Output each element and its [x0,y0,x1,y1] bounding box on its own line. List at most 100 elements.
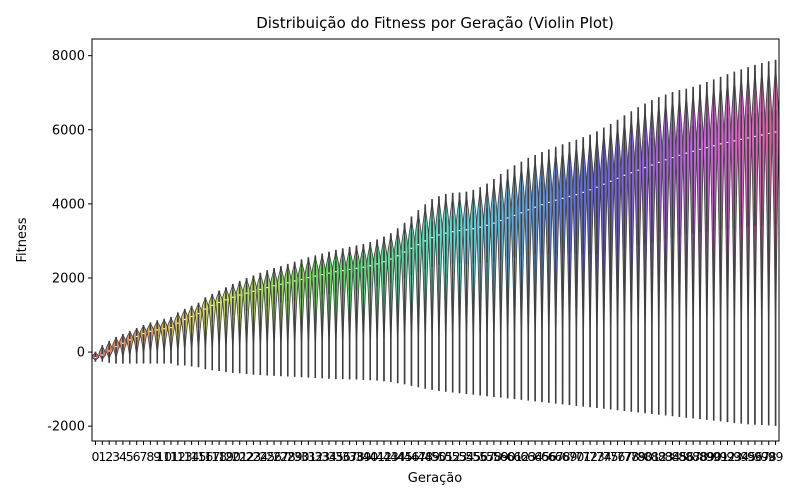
x-tick-label: 88 [692,449,708,464]
violin-iqr-box [445,217,447,264]
violin-iqr-box [135,331,138,344]
x-tick-label: 0 [91,449,99,464]
violin-iqr-box [520,191,523,256]
plot-frame [91,38,780,442]
x-tick-label: 40 [362,449,378,464]
x-tick-label: 21 [232,449,248,464]
violin-iqr-box [472,212,475,264]
x-tick-label: 36 [335,449,351,464]
violin-iqr-box [403,238,406,278]
violin-iqr-box [238,287,241,313]
violin-iqr-box [170,321,172,336]
x-tick-label: 93 [726,449,742,464]
x-tick-label: 81 [644,449,660,464]
x-tick-label: 18 [211,449,227,464]
x-tick-label: 49 [424,449,440,464]
violin-iqr-box [266,278,268,306]
x-tick-label: 16 [197,449,213,464]
x-tick-label: 67 [548,449,564,464]
x-tick-label: 13 [177,449,193,464]
violin-iqr-box [678,129,681,237]
x-tick-label: 11 [163,449,179,464]
violin-iqr-box [383,249,385,285]
violin-iqr-box [204,303,207,325]
violin-iqr-box [582,165,585,255]
x-tick-label: 1 [98,449,106,464]
x-tick-label: 86 [678,449,694,464]
violin-iqr-box [548,178,550,254]
x-tick-label: 44 [390,449,406,464]
violin-iqr-box [589,162,591,255]
violin-iqr-box [712,121,715,231]
x-tick-label: 72 [582,449,598,464]
violin-iqr-box [706,122,708,232]
violin-iqr-box [774,109,777,224]
violin-iqr-box [390,246,392,283]
violin-iqr-box [286,272,289,302]
y-tick-label: -2000 [47,420,85,435]
violin-iqr-box [493,204,495,262]
violin-iqr-box [685,127,688,235]
violin-iqr-box [197,307,200,328]
x-tick-label: 41 [369,449,385,464]
violin-iqr-box [211,299,214,322]
violin-iqr-box [355,256,358,290]
violin-iqr-box [458,214,461,264]
x-tick-label: 89 [699,449,715,464]
x-tick-label: 90 [706,449,722,464]
violin-iqr-box [218,296,220,320]
x-tick-label: 5 [126,449,134,464]
x-tick-label: 7 [140,449,148,464]
y-axis: -2000 0 2000 4000 6000 8000 [47,49,92,435]
x-tick-label: 47 [410,449,426,464]
violin-iqr-box [499,201,502,261]
x-tick-label: 23 [245,449,261,464]
violin-iqr-box [657,135,660,241]
violin-iqr-box [190,310,193,330]
x-tick-label: 53 [452,449,468,464]
violin-iqr-box [232,290,234,316]
x-tick-label: 76 [610,449,626,464]
violin-iqr-box [259,280,262,308]
x-tick-label: 83 [658,449,674,464]
x-tick-label: 60 [500,449,516,464]
violin-iqr-box [431,221,433,267]
x-tick-label: 66 [541,449,557,464]
violin-iqr-box [609,154,612,253]
x-tick-label: 15 [191,449,207,464]
violin-iqr-box [417,229,420,273]
violin-iqr-box [623,148,626,250]
x-tick-label: 3 [112,449,120,464]
violin-iqr-box [575,167,578,254]
x-tick-label: 64 [527,449,543,464]
violin-iqr-box [692,125,694,234]
x-tick-label: 35 [328,449,344,464]
x-tick-label: 85 [671,449,687,464]
x-tick-label: 9 [153,449,161,464]
violin-iqr-box [754,113,756,227]
x-tick-label: 48 [417,449,433,464]
violin-iqr-box [465,213,468,264]
violin-iqr-box [726,118,729,230]
x-tick-label: 22 [239,449,255,464]
violin-iqr-box [513,194,516,258]
plot-area [91,59,780,426]
x-tick-label: 80 [637,449,653,464]
violin-iqr-box [568,170,571,254]
x-tick-label: 87 [685,449,701,464]
violin-iqr-box [554,175,557,254]
x-tick-label: 70 [568,449,584,464]
x-tick-label: 24 [252,449,268,464]
violin-iqr-box [424,225,426,270]
violin-iqr-box [561,173,564,254]
x-tick-label: 91 [713,449,729,464]
violin-iqr-box [183,314,186,332]
x-tick-label: 14 [184,449,200,464]
x-tick-label: 98 [761,449,777,464]
x-tick-label: 50 [431,449,447,464]
x-tick-label: 59 [493,449,509,464]
x-tick-label: 62 [513,449,529,464]
x-axis: 0123456789101112131415161718192021222324… [91,441,784,464]
violin-iqr-box [699,124,701,233]
